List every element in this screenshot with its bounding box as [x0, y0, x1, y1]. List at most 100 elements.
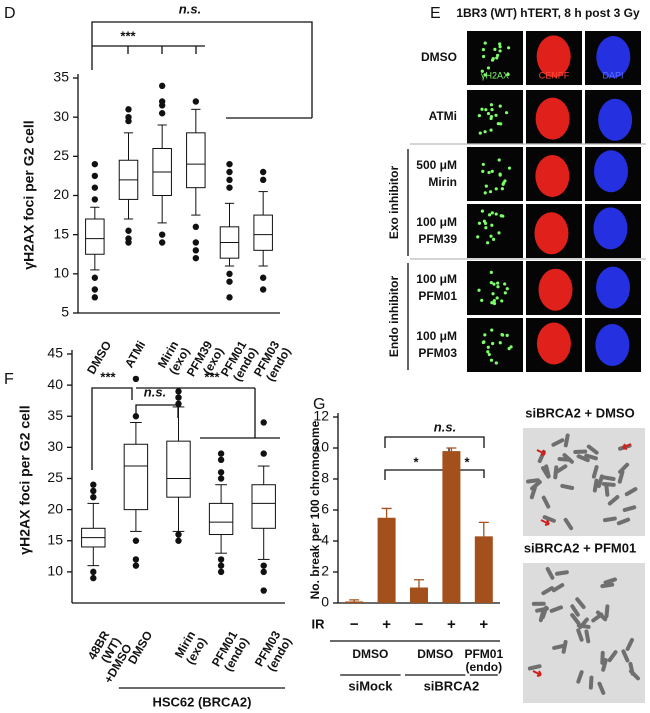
- focus: [494, 113, 498, 117]
- outlier: [192, 239, 200, 246]
- ir-sign: +: [382, 616, 391, 633]
- outlier: [192, 254, 200, 262]
- row-dose: 500 μM: [416, 158, 457, 172]
- outlier: [175, 394, 182, 401]
- outlier: [192, 223, 200, 231]
- chromosome: [584, 629, 591, 644]
- focus: [500, 187, 504, 191]
- outlier: [91, 196, 99, 203]
- outlier: [260, 419, 267, 426]
- focus: [489, 281, 493, 285]
- outlier: [192, 98, 200, 105]
- focus: [490, 301, 494, 305]
- error-bar: [349, 599, 360, 602]
- focus: [505, 333, 509, 337]
- chromosome: [563, 433, 570, 448]
- outlier: [260, 562, 267, 569]
- chromosome: [586, 444, 599, 455]
- outlier: [125, 113, 132, 121]
- focus: [502, 181, 506, 185]
- significance-label: n.s.: [179, 1, 201, 16]
- chromosome: [573, 449, 588, 455]
- panel-letter: F: [4, 371, 14, 388]
- ir-sign: −: [415, 616, 424, 633]
- focus: [505, 287, 509, 291]
- outlier: [175, 388, 182, 395]
- chromosome: [527, 664, 542, 671]
- focus: [477, 221, 482, 225]
- y-tick-label: 20: [53, 186, 69, 202]
- group-label: Endo inhibitor: [387, 276, 401, 358]
- y-axis-label: γH2AX foci per G2 cell: [17, 405, 33, 554]
- channel-label: γH2AX: [481, 70, 509, 80]
- outlier: [260, 450, 267, 457]
- y-axis-label: No. break per 100 chromosome: [308, 420, 322, 599]
- ir-sign: −: [350, 616, 359, 633]
- focus: [494, 187, 498, 191]
- focus: [490, 58, 495, 62]
- focus: [486, 66, 491, 70]
- focus: [497, 158, 501, 162]
- treatment-label: DMSO: [352, 647, 389, 661]
- nucleus: [596, 266, 631, 309]
- chromosome: [603, 577, 617, 585]
- significance-label: ***: [120, 28, 136, 43]
- focus: [481, 54, 486, 59]
- focus: [486, 345, 490, 349]
- ir-label: IR: [312, 616, 326, 631]
- y-tick-label: 10: [53, 265, 69, 281]
- nucleus: [538, 268, 573, 311]
- y-tick-label: 15: [47, 531, 63, 547]
- sirna-label: siMock: [348, 678, 393, 693]
- box: [186, 132, 206, 189]
- focus: [487, 352, 491, 357]
- chromosome: [552, 643, 566, 650]
- outlier: [226, 294, 233, 301]
- focus: [499, 214, 503, 218]
- chromosome: [591, 464, 599, 479]
- outlier: [259, 176, 267, 184]
- chromosome: [618, 462, 630, 474]
- y-tick-label: 35: [47, 407, 63, 423]
- chromosome: [576, 670, 584, 684]
- row-drug: ATMi: [429, 109, 457, 123]
- chromosome: [557, 457, 572, 462]
- chromosome: [584, 453, 598, 461]
- focus: [478, 131, 482, 135]
- chromosome: [600, 582, 615, 589]
- nucleus: [596, 35, 631, 78]
- outlier: [226, 184, 233, 191]
- focus: [483, 221, 488, 225]
- chromosome: [628, 661, 635, 676]
- focus: [480, 298, 484, 302]
- outlier: [90, 481, 97, 488]
- y-tick-label: 5: [61, 304, 69, 320]
- y-tick-label: 25: [47, 469, 63, 485]
- outlier: [132, 537, 140, 544]
- outlier: [226, 160, 233, 168]
- focus: [490, 211, 494, 215]
- outlier: [217, 568, 225, 576]
- panel-letter: G: [313, 396, 325, 413]
- chromosome: [592, 478, 599, 493]
- focus: [489, 270, 493, 274]
- significance-label: *: [413, 454, 419, 469]
- chromosome: [596, 474, 604, 489]
- chromosome: [624, 487, 638, 497]
- outlier: [175, 531, 182, 538]
- focus: [486, 111, 491, 116]
- focus: [486, 350, 490, 354]
- focus: [489, 103, 494, 107]
- arrow: [622, 443, 632, 450]
- nucleus: [598, 98, 633, 141]
- y-tick-label: 30: [47, 438, 63, 454]
- outlier: [217, 469, 225, 476]
- ir-sign: +: [479, 616, 488, 633]
- bar: [442, 451, 461, 603]
- chromosome: [616, 517, 631, 526]
- chromosome: [576, 454, 590, 463]
- focus: [483, 130, 487, 134]
- outlier: [158, 98, 166, 105]
- focus: [492, 301, 497, 306]
- outlier: [158, 82, 166, 90]
